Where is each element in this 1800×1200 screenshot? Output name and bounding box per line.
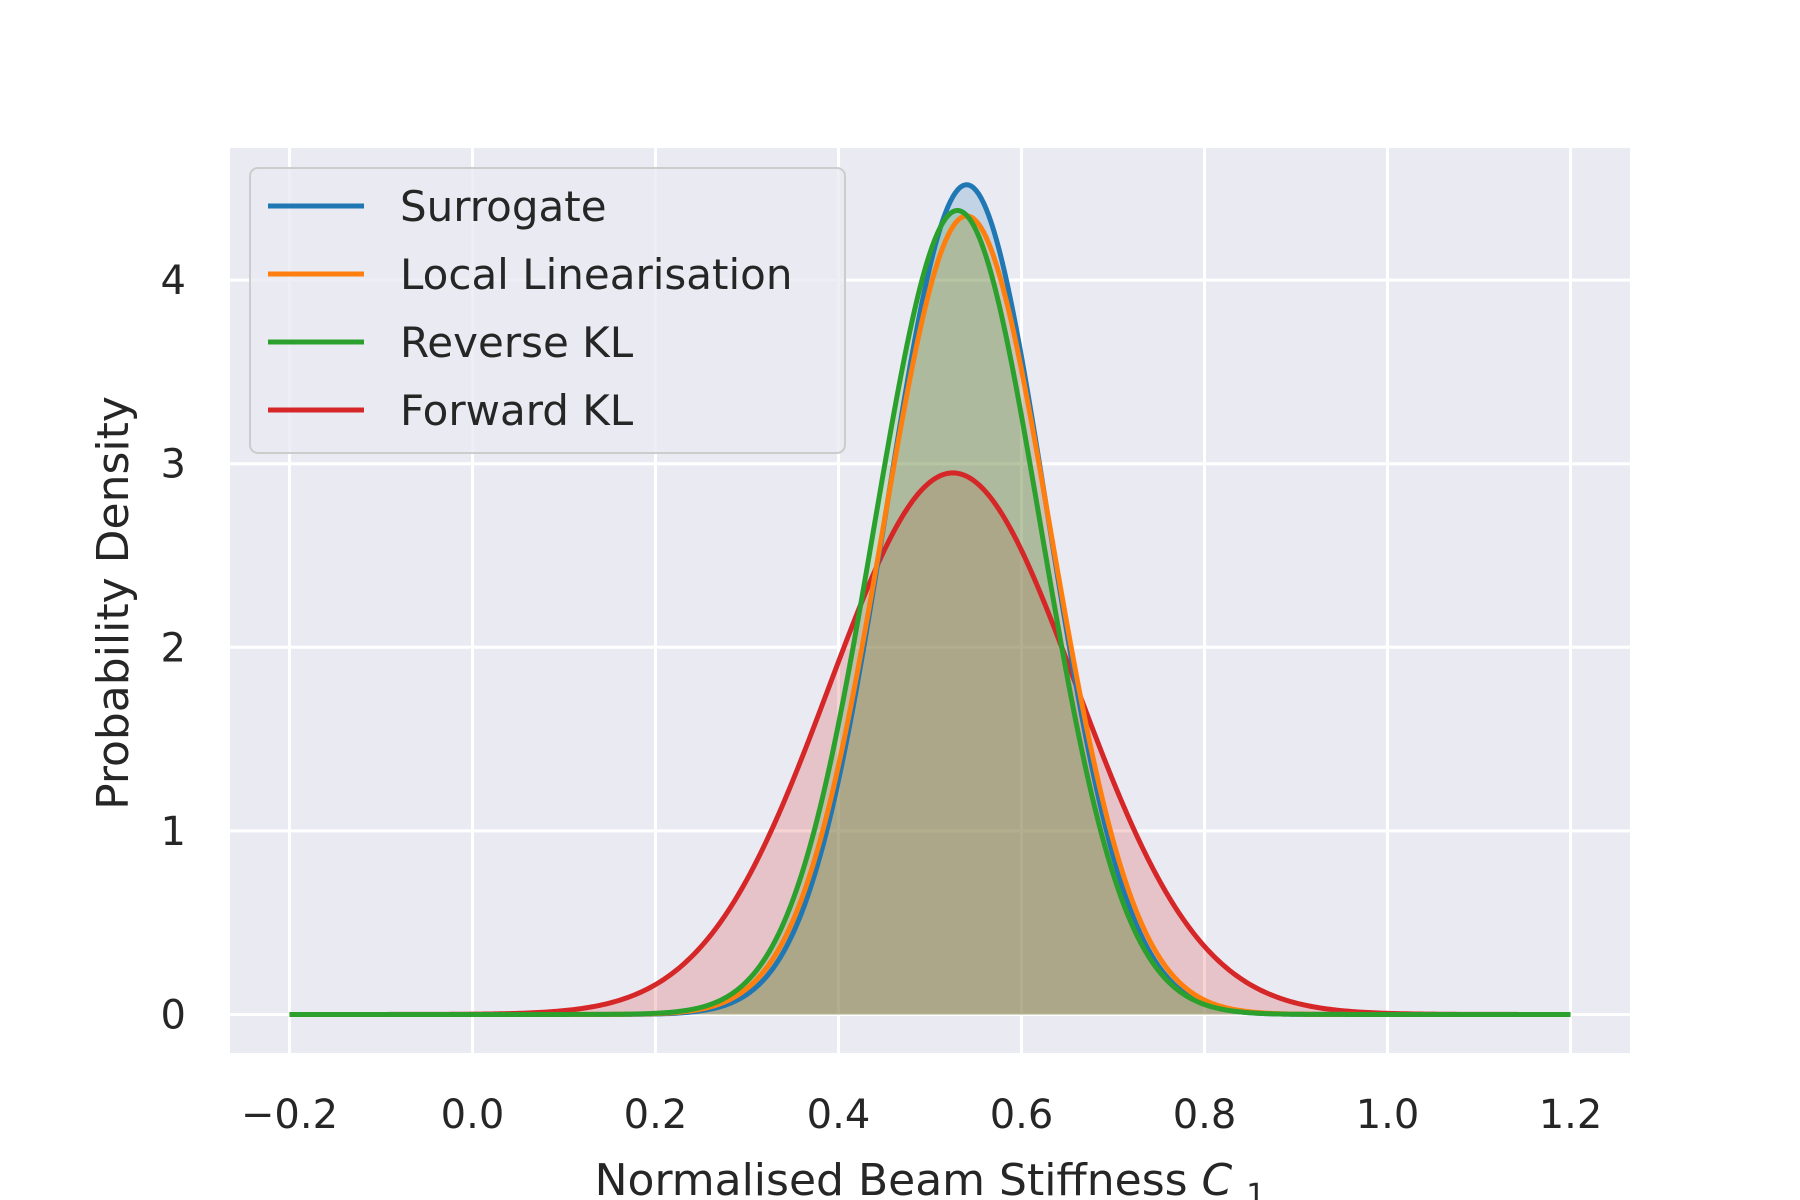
- x-tick-labels: −0.2 0.0 0.2 0.4 0.6 0.8 1.0 1.2: [241, 1092, 1602, 1138]
- legend: Surrogate Local Linearisation Reverse KL Fo…: [249, 167, 846, 454]
- area-fills: [289, 184, 1571, 1015]
- x-tick-label: 1.0: [1356, 1092, 1420, 1138]
- series-fill-2: [289, 210, 1571, 1015]
- legend-label: Local Linearisation: [400, 250, 792, 299]
- y-tick-label: 3: [161, 442, 186, 488]
- y-tick-label: 2: [161, 625, 186, 671]
- y-tick-labels: 0 1 2 3 4: [161, 258, 186, 1038]
- legend-box: [249, 167, 846, 454]
- series-fill-1: [289, 215, 1571, 1015]
- x-axis-label: Normalised Beam Stiffness C 1: [595, 1155, 1266, 1200]
- y-tick-label: 0: [161, 992, 186, 1038]
- x-tick-label: −0.2: [241, 1092, 338, 1138]
- legend-label: Surrogate: [400, 182, 607, 231]
- x-tick-label: 0.6: [990, 1092, 1054, 1138]
- x-axis-label-symbol: C: [1202, 1155, 1233, 1200]
- y-tick-label: 1: [161, 809, 186, 855]
- legend-label: Reverse KL: [400, 318, 634, 367]
- series-lines: [289, 182, 1571, 1017]
- x-tick-label: 0.2: [624, 1092, 688, 1138]
- x-tick-label: 0.4: [807, 1092, 871, 1138]
- legend-items: Surrogate Local Linearisation Reverse KL Fo…: [268, 182, 792, 435]
- y-axis-label: Probability Density: [88, 396, 139, 810]
- x-tick-label: 0.8: [1173, 1092, 1237, 1138]
- x-tick-label: 1.2: [1539, 1092, 1603, 1138]
- series-line-2: [289, 207, 1571, 1017]
- y-tick-label: 4: [161, 258, 186, 304]
- x-axis-label-text: Normalised Beam Stiffness: [595, 1155, 1188, 1200]
- legend-label: Forward KL: [400, 386, 634, 435]
- series-fill-3: [289, 472, 1571, 1015]
- x-axis-label-subscript: 1: [1246, 1178, 1265, 1200]
- series-fill-0: [289, 184, 1571, 1015]
- x-tick-label: 0.0: [441, 1092, 505, 1138]
